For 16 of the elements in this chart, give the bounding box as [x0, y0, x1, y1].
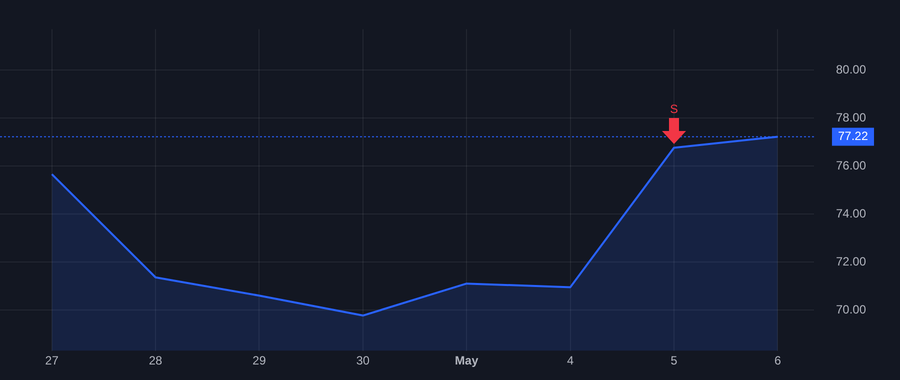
- annotation: S: [670, 102, 678, 116]
- y-tick-label: 74.00: [836, 206, 866, 220]
- x-tick-label: 4: [566, 353, 574, 368]
- x-tick-label: 29: [252, 353, 266, 368]
- x-tick-label: 30: [356, 353, 370, 368]
- y-tick-label: 76.00: [836, 158, 866, 172]
- x-tick-label: 27: [45, 353, 59, 368]
- x-tick-label: 5: [670, 353, 678, 368]
- x-tick-label: May: [454, 353, 479, 368]
- ref-line-label: 77.22: [838, 129, 868, 144]
- y-tick-label: 72.00: [836, 254, 866, 268]
- y-tick-label: 70.00: [836, 302, 866, 316]
- y-tick-label: 78.00: [836, 110, 866, 124]
- x-tick-label: 6: [774, 353, 782, 368]
- y-tick-label: 80.00: [836, 62, 866, 76]
- x-tick-label: 28: [148, 353, 163, 368]
